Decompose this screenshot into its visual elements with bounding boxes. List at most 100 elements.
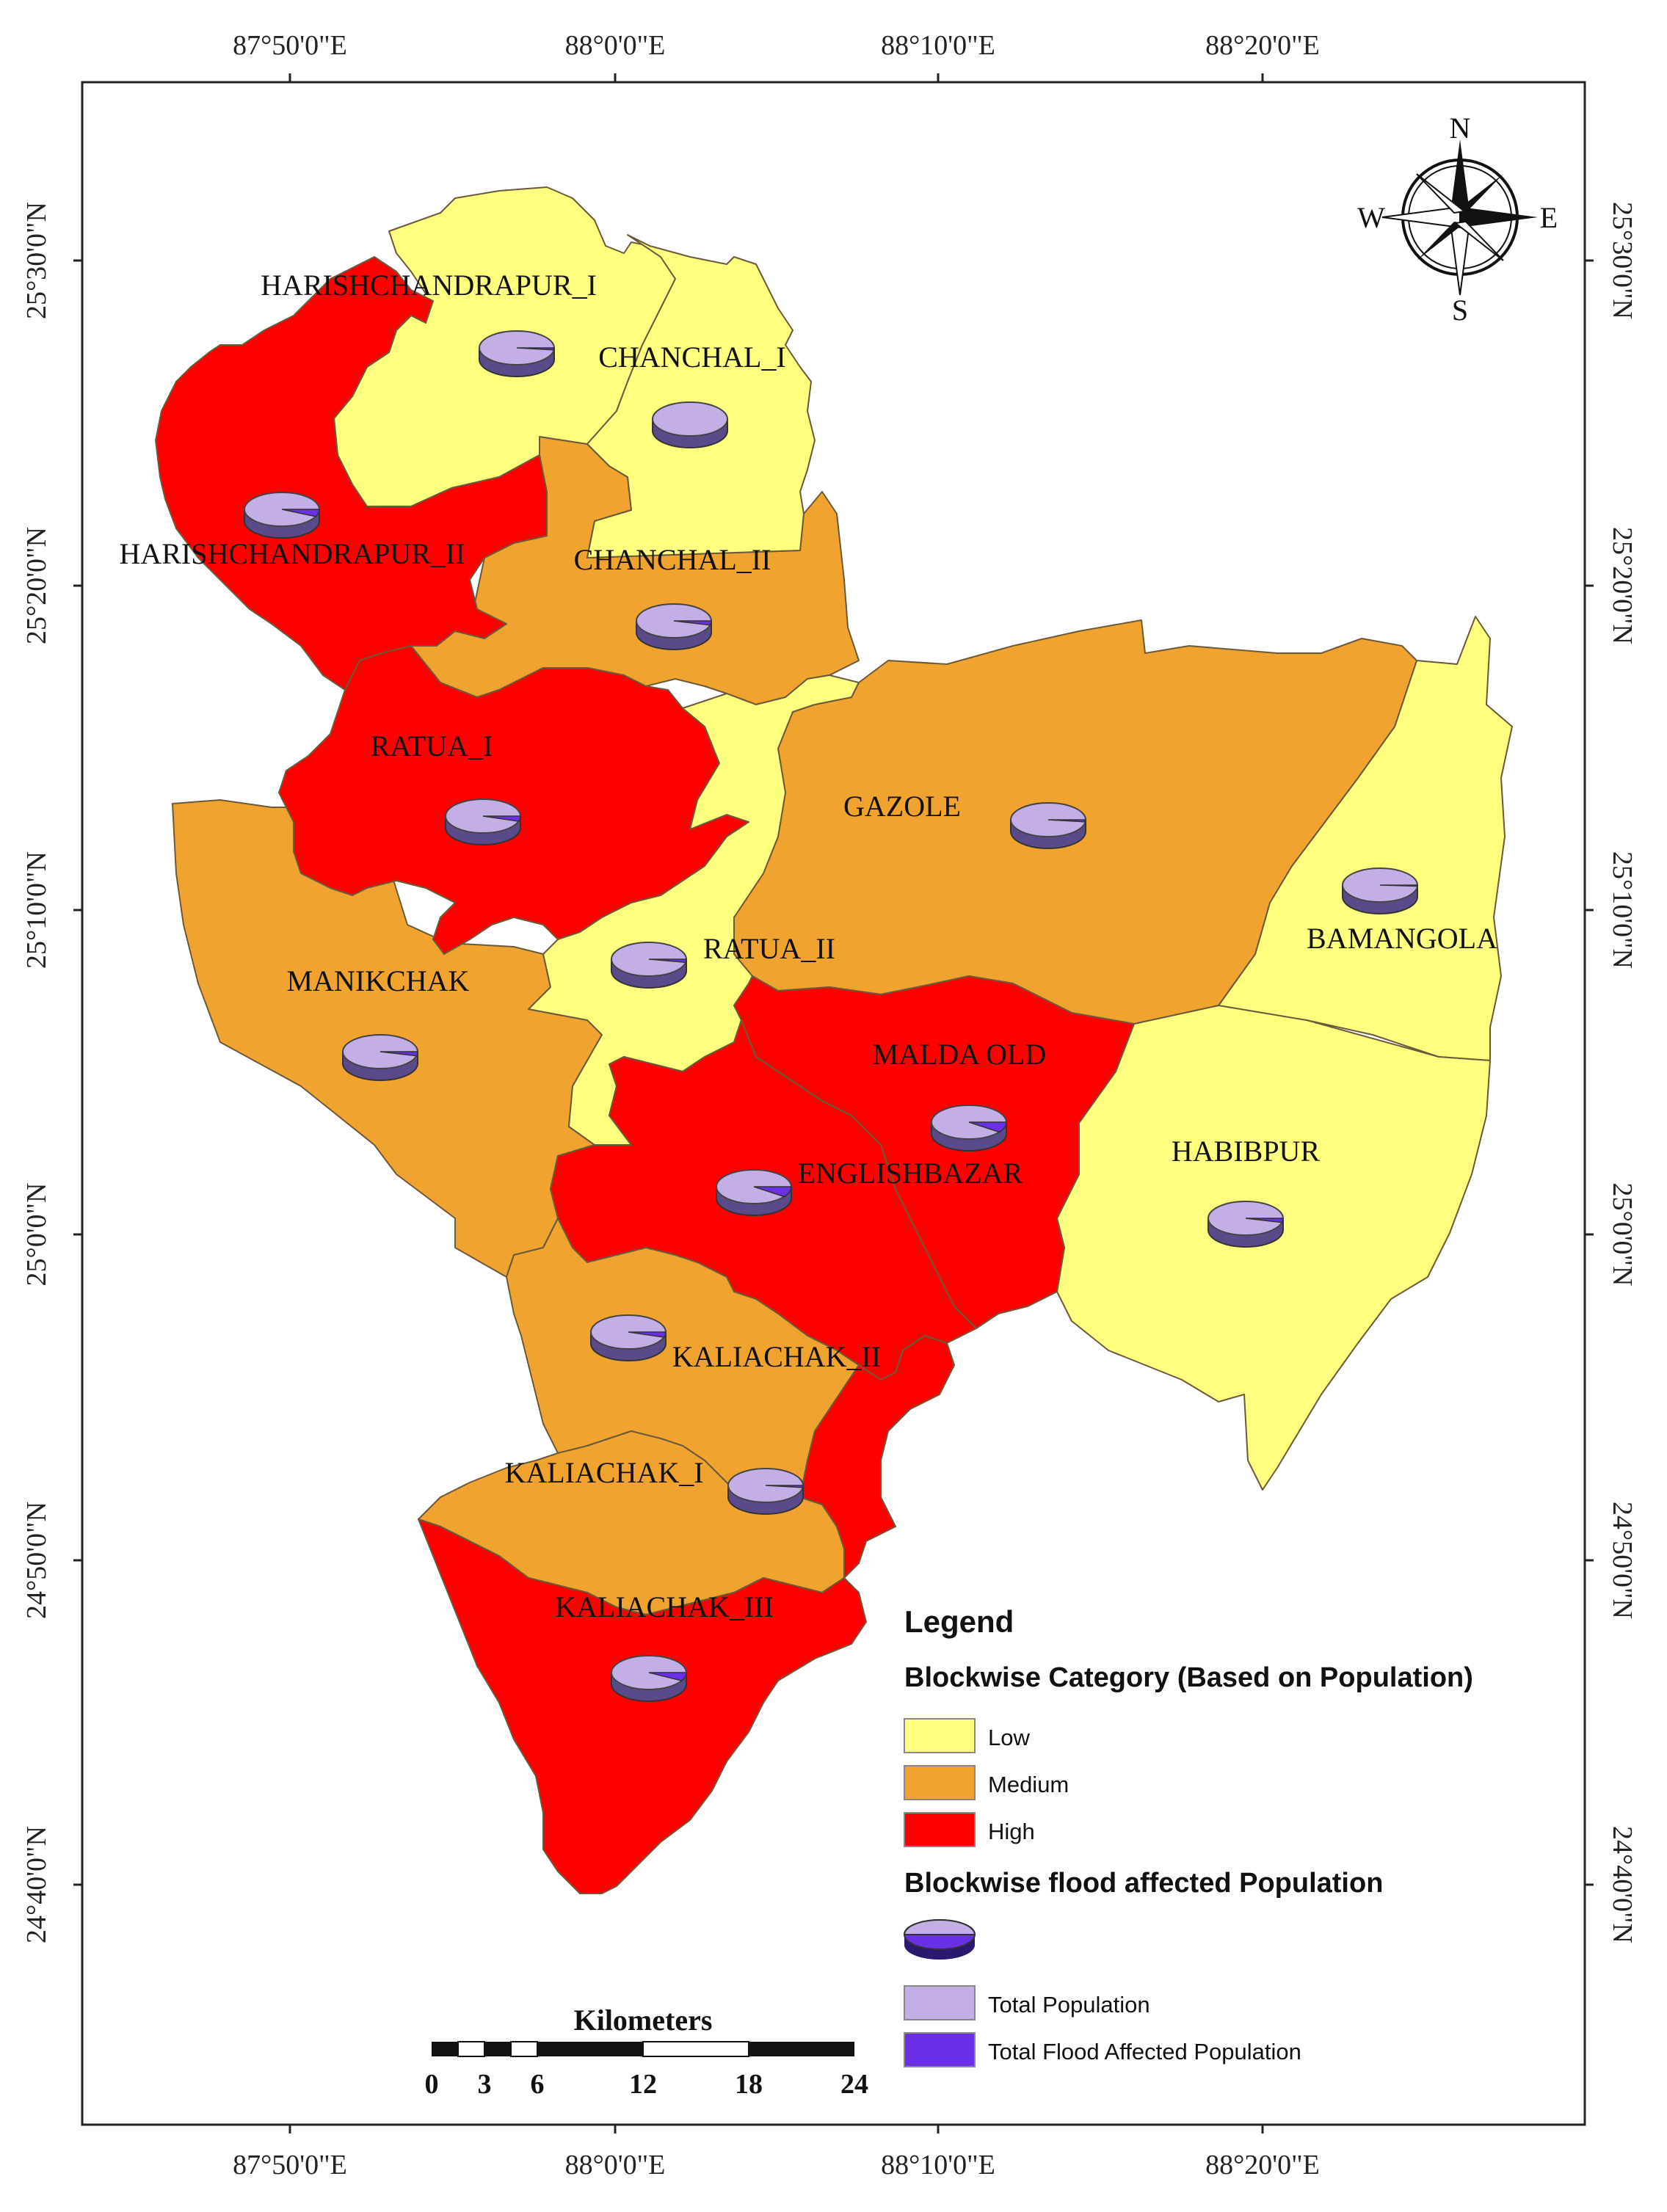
pie-flood-affected-slice <box>379 1051 418 1057</box>
pie-flood-affected-slice <box>765 1485 804 1488</box>
pie-symbol-layer <box>244 330 1418 1702</box>
lat-label: 24°40'0"N <box>21 1826 52 1943</box>
compass-north-label: N <box>1450 112 1471 145</box>
pie-symbol-kaliachak-i <box>727 1468 804 1515</box>
pie-symbol-kaliachak-iii <box>611 1655 687 1702</box>
scale-tick-label: 18 <box>735 2069 763 2100</box>
block-region-harishchandrapur-ii[interactable] <box>155 256 548 691</box>
block-region-englishbazar-south[interactable] <box>799 1335 955 1579</box>
legend-swatch-low <box>904 1718 976 1753</box>
legend-swatch-medium <box>904 1765 976 1800</box>
lon-label: 88°10'0"E <box>881 30 995 61</box>
compass-east-point <box>1460 207 1538 228</box>
pie-symbol-ratua-ii <box>611 942 687 989</box>
pie-flood-affected-slice <box>673 620 712 626</box>
pie-symbol-kaliachak-ii <box>590 1314 667 1361</box>
scale-bar: Kilometers 0 3 6 12 18 24 <box>425 2004 869 2100</box>
lat-label: 25°20'0"N <box>21 527 52 644</box>
latitude-labels-right: 25°30'0"N 25°20'0"N 25°10'0"N 25°0'0"N 2… <box>1607 202 1638 1943</box>
block-label-chanchal-ii: CHANCHAL_II <box>574 543 771 576</box>
lat-label: 24°50'0"N <box>21 1502 52 1619</box>
block-label-kaliachak-ii: KALIACHAK_II <box>672 1340 881 1373</box>
block-label-kaliachak-i: KALIACHAK_I <box>504 1456 703 1489</box>
block-label-layer: HARISHCHANDRAPUR_I CHANCHAL_I HARISHCHANDR… <box>119 269 1497 1623</box>
block-label-chanchal-i: CHANCHAL_I <box>598 341 786 374</box>
block-region-kaliachak-iii[interactable] <box>418 1518 867 1894</box>
lon-label: 87°50'0"E <box>233 2150 347 2180</box>
compass-south-label: S <box>1452 294 1468 327</box>
scale-tick-label: 24 <box>840 2069 868 2100</box>
pie-symbol-manikchak <box>342 1034 418 1081</box>
legend-swatch-total-population <box>904 1985 976 2020</box>
legend: Legend Blockwise Category (Based on Popu… <box>903 1604 1473 2067</box>
longitude-labels-bottom: 87°50'0"E 88°0'0"E 88°10'0"E 88°20'0"E <box>233 2150 1320 2180</box>
pie-symbol-gazole <box>1010 802 1086 849</box>
frame-ticks <box>73 73 1594 2133</box>
pie-symbol-chanchal-ii <box>636 603 712 650</box>
pie-symbol-malda-old <box>931 1105 1007 1152</box>
lat-label: 24°40'0"N <box>1607 1826 1638 1943</box>
scale-seg <box>457 2041 485 2057</box>
scale-tick-label: 6 <box>531 2069 545 2100</box>
compass-rose: N S E W <box>1357 112 1558 327</box>
block-label-bamangola: BAMANGOLA <box>1307 922 1497 955</box>
legend-label-low: Low <box>988 1725 1030 1750</box>
longitude-labels-top: 87°50'0"E 88°0'0"E 88°10'0"E 88°20'0"E <box>233 30 1320 61</box>
block-region-chanchal-i[interactable] <box>586 234 816 559</box>
lat-label: 25°30'0"N <box>21 202 52 319</box>
compass-nw-point <box>1416 173 1467 214</box>
block-label-malda-old: MALDA OLD <box>873 1038 1047 1071</box>
pie-flood-affected-slice <box>648 1672 687 1681</box>
compass-west-point <box>1381 205 1461 229</box>
legend-label-high: High <box>988 1819 1035 1844</box>
pie-flood-affected-slice <box>1047 819 1086 823</box>
lat-label: 25°30'0"N <box>1607 202 1638 319</box>
legend-swatch-high <box>904 1812 976 1847</box>
scale-tick-label: 0 <box>425 2069 439 2100</box>
legend-category-heading: Blockwise Category (Based on Population) <box>904 1662 1473 1693</box>
block-label-ratua-i: RATUA_I <box>371 730 493 763</box>
lon-label: 88°10'0"E <box>881 2150 995 2180</box>
legend-label-total-population: Total Population <box>988 1992 1150 2018</box>
pie-flood-affected-slice <box>1379 884 1418 887</box>
lat-label: 25°0'0"N <box>21 1183 52 1287</box>
pie-flood-affected-slice <box>482 815 521 822</box>
scale-seg <box>484 2042 511 2056</box>
legend-title: Legend <box>904 1604 1014 1639</box>
scale-seg <box>642 2041 749 2057</box>
lon-label: 88°20'0"E <box>1205 30 1320 61</box>
legend-label-flood-affected: Total Flood Affected Population <box>988 2039 1301 2064</box>
legend-flood-heading: Blockwise flood affected Population <box>904 1868 1383 1899</box>
pie-flood-affected-slice <box>753 1186 792 1198</box>
block-label-gazole: GAZOLE <box>843 790 961 823</box>
pie-total-population-slice <box>652 401 728 437</box>
lon-label: 87°50'0"E <box>233 30 347 61</box>
lon-label: 88°20'0"E <box>1205 2150 1320 2180</box>
scale-tick-label: 12 <box>629 2069 657 2100</box>
scale-seg <box>432 2042 458 2056</box>
block-label-harishchandrapur-ii: HARISHCHANDRAPUR_II <box>119 537 465 570</box>
legend-label-medium: Medium <box>988 1772 1069 1797</box>
compass-sw-point <box>1417 222 1464 261</box>
compass-se-point <box>1453 220 1504 261</box>
compass-north-point <box>1450 139 1470 217</box>
block-label-habibpur: HABIBPUR <box>1172 1135 1321 1168</box>
lat-label: 25°10'0"N <box>21 851 52 969</box>
pie-symbol-bamangola <box>1342 867 1418 914</box>
pie-symbol-ratua-i <box>445 798 521 845</box>
pie-flood-affected-slice <box>648 958 687 964</box>
scale-seg <box>510 2041 538 2057</box>
latitude-labels-left: 25°30'0"N 25°20'0"N 25°10'0"N 25°0'0"N 2… <box>21 202 52 1943</box>
block-label-kaliachak-iii: KALIACHAK_III <box>555 1590 774 1623</box>
pie-flood-affected-slice <box>628 1331 667 1338</box>
compass-east-label: E <box>1540 201 1558 234</box>
block-label-harishchandrapur-i: HARISHCHANDRAPUR_I <box>261 269 597 302</box>
legend-swatch-flood-affected <box>904 2032 976 2067</box>
lat-label: 24°50'0"N <box>1607 1502 1638 1619</box>
lat-label: 25°10'0"N <box>1607 851 1638 969</box>
legend-pie-icon <box>903 1919 976 1960</box>
block-label-manikchak: MANIKCHAK <box>287 964 470 997</box>
lon-label: 88°0'0"E <box>565 30 666 61</box>
pie-symbol-chanchal-i <box>652 401 728 448</box>
